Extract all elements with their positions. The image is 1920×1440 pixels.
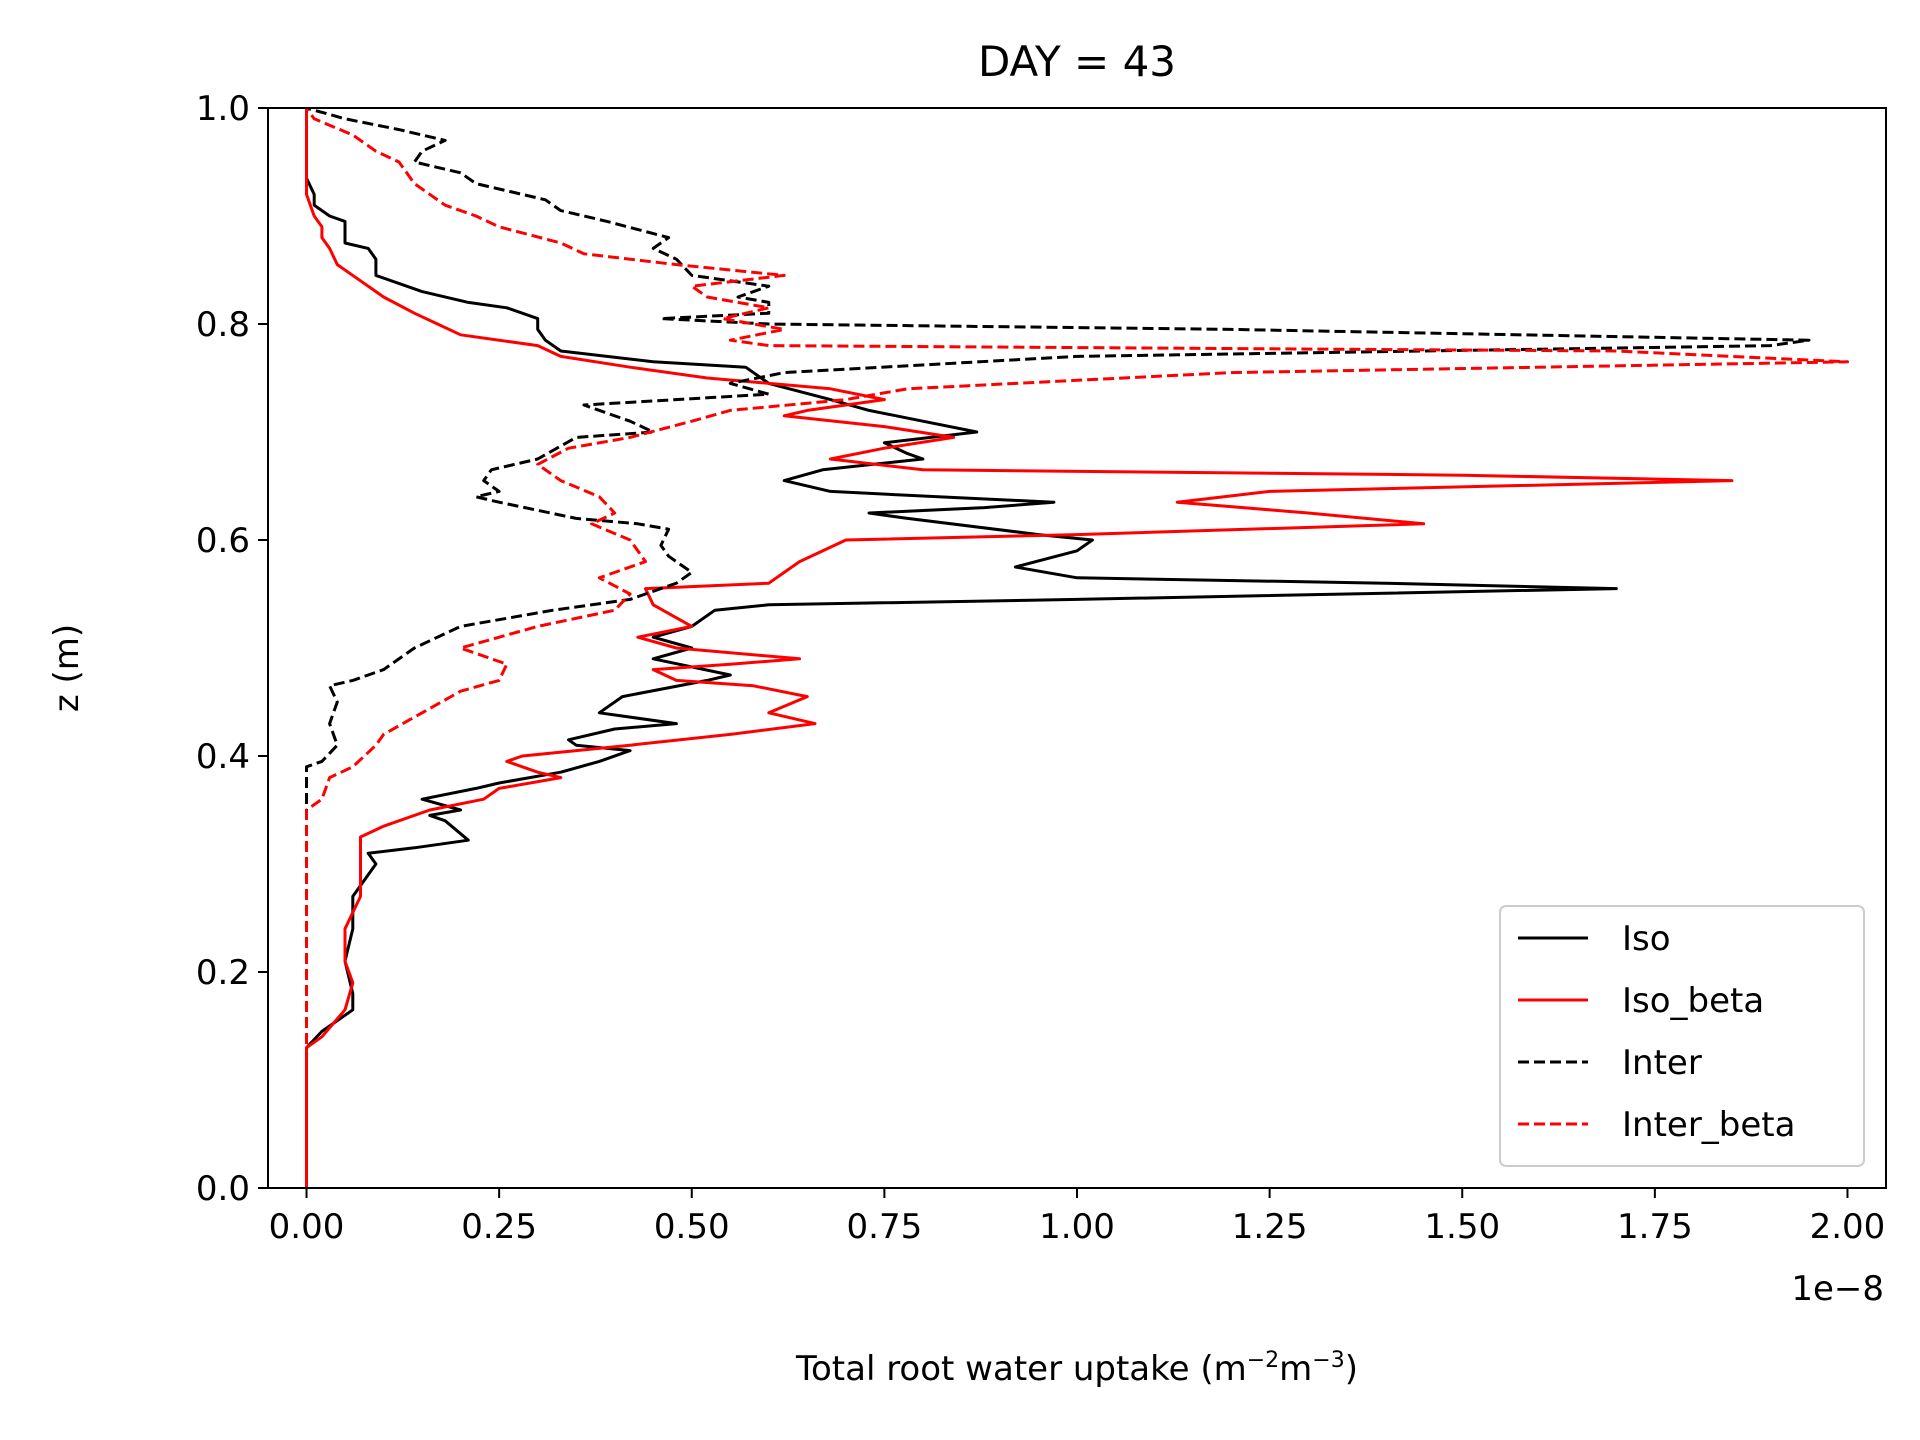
x-tick-label: 1.75 <box>1617 1207 1693 1247</box>
x-axis-label: Total root water uptake (m−2m−3) <box>795 1348 1358 1389</box>
x-axis-label-main: Total root water uptake (m <box>795 1349 1247 1389</box>
legend-label: Iso_beta <box>1622 981 1764 1021</box>
series-line-iso <box>305 108 1618 1188</box>
y-tick-label: 0.6 <box>196 521 250 561</box>
x-axis-label-mid: m <box>1279 1349 1312 1389</box>
plot-area <box>267 107 1887 1189</box>
y-tick-label: 0.8 <box>196 305 250 345</box>
y-axis-ticks: 0.0 0.2 0.4 0.6 0.8 1.0 <box>196 89 268 1209</box>
legend-label: Inter <box>1622 1043 1702 1083</box>
x-tick-label: 0.50 <box>654 1207 730 1247</box>
x-tick-label: 1.00 <box>1039 1207 1115 1247</box>
x-offset-label: 1e−8 <box>1791 1269 1884 1309</box>
chart-title: DAY = 43 <box>978 37 1176 86</box>
x-axis-ticks: 0.00 0.25 0.50 0.75 1.00 1.25 1.50 1.75 2.00 <box>269 1188 1886 1247</box>
y-axis-label: z (m) <box>47 624 87 712</box>
y-tick-label: 0.0 <box>196 1169 250 1209</box>
x-axis-label-end: ) <box>1345 1349 1358 1389</box>
series-line-inter <box>305 108 1811 1188</box>
legend-label: Inter_beta <box>1622 1105 1795 1145</box>
legend-box <box>1499 905 1865 1167</box>
y-tick-label: 1.0 <box>196 89 250 129</box>
x-tick-label: 0.75 <box>847 1207 923 1247</box>
series-line-inter-beta <box>305 108 1849 1188</box>
x-axis-label-sup1: −2 <box>1247 1348 1279 1373</box>
x-tick-label: 2.00 <box>1810 1207 1886 1247</box>
y-tick-label: 0.4 <box>196 737 250 777</box>
legend-label: Iso <box>1622 919 1671 959</box>
y-tick-label: 0.2 <box>196 953 250 993</box>
x-tick-label: 1.25 <box>1232 1207 1308 1247</box>
legend: Iso Iso_beta Inter Inter_beta <box>1499 905 1865 1167</box>
x-tick-label: 0.00 <box>269 1207 345 1247</box>
series-layer <box>305 108 1849 1188</box>
x-axis-label-sup2: −3 <box>1312 1348 1344 1373</box>
x-tick-label: 1.50 <box>1424 1207 1500 1247</box>
x-tick-label: 0.25 <box>461 1207 537 1247</box>
series-line-iso-beta <box>305 108 1734 1188</box>
